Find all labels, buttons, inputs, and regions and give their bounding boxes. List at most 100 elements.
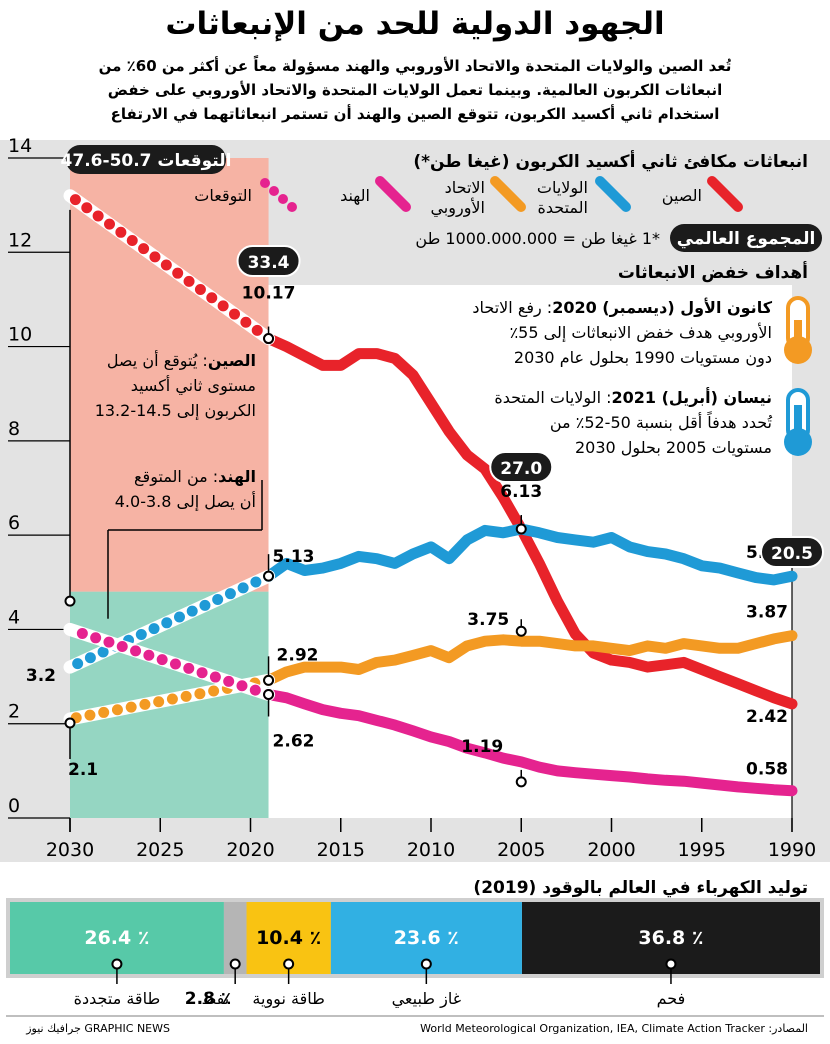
- legend-label-china: الصين: [662, 186, 702, 206]
- x-tick-label: 2015: [317, 839, 365, 861]
- electricity-labels: فحم غاز طبيعي طاقة نووية نفط طاقة متجددة ٪ 2.…: [74, 958, 686, 1009]
- legend-footnote: *1 غيغا طن = 1000.000.000 طن: [415, 229, 660, 249]
- target-usa-line1: نيسان (أبريل) 2021: الولايات المتحدة: [494, 387, 772, 408]
- global-total-badge: [236, 245, 301, 277]
- x-tick-label: 1990: [768, 839, 816, 861]
- callouts: [64, 209, 527, 788]
- legend-swatch-india: [375, 176, 411, 212]
- source-text: المصادر: World Meteorological Organizati…: [420, 1022, 808, 1035]
- value-label: 10.17: [242, 284, 296, 304]
- legend-label-usa: المتحدة: [537, 198, 588, 217]
- legend-label-eu: الأوروبي: [430, 197, 485, 218]
- legend-heading: انبعاثات مكافئ ثاني أكسيد الكربون (غيغا …: [413, 150, 808, 172]
- electricity-segment-name: طاقة نووية: [252, 989, 324, 1009]
- target-eu-lead: كانون الأول (ديسمبر) 2020: [552, 298, 773, 317]
- legend-swatch-usa: [595, 176, 631, 212]
- global-total-pill-text: المجموع العالمي: [677, 229, 816, 249]
- global-total-badge: [489, 451, 554, 483]
- electricity-segment: [223, 902, 247, 974]
- china-annotation-line3: الكربون إلى 14.5-13.2: [95, 401, 256, 421]
- y-tick-label: 4: [8, 606, 20, 628]
- china-annotation-rest: : يُتوقع أن يصل: [107, 350, 208, 371]
- india-annotation-line2: أن يصل إلى 3.8-4.0: [115, 491, 256, 511]
- subtitle: تُعد الصين والولايات المتحدة والاتحاد ال…: [20, 54, 810, 126]
- electricity-pin-dot: [229, 958, 241, 970]
- subtitle-line: انبعاثات الكربون العالمية. وبينما تعمل ا…: [107, 81, 723, 99]
- global-total-badge: [760, 536, 824, 568]
- forecast-pill: التوقعات 50.7-47.6: [61, 145, 232, 174]
- value-label: 2.92: [277, 645, 319, 665]
- x-tick-label: 2025: [136, 839, 184, 861]
- legend-label-forecast: التوقعات: [194, 186, 252, 206]
- series-line-6: [64, 674, 275, 725]
- china-annotation: الصين: يُتوقع أن يصل مستوى ثاني أكسيد ال…: [95, 350, 256, 421]
- target-eu-line3: دون مستويات 1990 بحلول عام 2030: [514, 348, 772, 368]
- target-usa-line3: مستويات 2005 بحلول 2030: [575, 438, 772, 458]
- electricity-section: توليد الكهرباء في العالم بالوقود (2019) …: [6, 878, 824, 1009]
- electricity-segment-name: فحم: [657, 989, 686, 1008]
- value-label: 2.1: [68, 760, 98, 780]
- series-line-1: [263, 523, 798, 586]
- y-tick-label: 10: [8, 324, 32, 346]
- y-axis: 0 2 4 6 8 10 12 14: [8, 135, 32, 817]
- x-tick-label: 2000: [587, 839, 635, 861]
- series-line-5: [64, 570, 275, 673]
- legend-swatch-eu: [490, 176, 526, 212]
- india-annotation: الهند: من المتوقع أن يصل إلى 3.8-4.0: [115, 467, 256, 511]
- value-label: 0.58: [746, 760, 788, 780]
- forecast-pill-text: التوقعات 50.7-47.6: [61, 151, 232, 171]
- target-usa-lead: نيسان (أبريل) 2021: [611, 387, 772, 407]
- electricity-pin-dot: [111, 958, 123, 970]
- y-tick-label: 14: [8, 135, 32, 157]
- y-tick-label: 12: [8, 229, 32, 251]
- legend-label-india: الهند: [340, 186, 370, 206]
- india-annotation-line1: الهند: من المتوقع: [134, 467, 256, 487]
- callout-dot: [263, 688, 275, 700]
- value-label: 3.87: [746, 603, 788, 623]
- value-label: 2.42: [746, 707, 788, 727]
- callout-dot: [263, 674, 275, 686]
- value-label: 3.75: [467, 610, 509, 630]
- x-tick-label: 2005: [497, 839, 545, 861]
- value-label: 1.19: [461, 737, 503, 757]
- target-usa-line2: تُحدد هدفاً أقل بنسبة 50-52٪ من: [550, 410, 773, 433]
- credit-text: GRAPHIC NEWS جرافيك نيوز: [25, 1022, 170, 1035]
- electricity-segment-name: نفط: [201, 989, 229, 1008]
- callout-dot: [263, 333, 275, 345]
- callout-dot: [64, 717, 76, 729]
- x-tick-label: 2010: [407, 839, 455, 861]
- x-axis: 2030 2025 2020 2015 2010 2005 2000 1995 1990: [46, 839, 816, 861]
- series-line-0: [263, 333, 798, 710]
- electricity-pin-dot: [665, 958, 677, 970]
- legend-swatch-forecast: [260, 178, 297, 212]
- electricity-pin-dot: [420, 958, 432, 970]
- legend-swatch-china: [707, 176, 743, 212]
- y-tick-label: 0: [8, 795, 20, 817]
- china-annotation-line1: الصين: يُتوقع أن يصل: [107, 350, 256, 371]
- china-bracket-dot: [64, 595, 76, 607]
- series-line-7-halo: [63, 622, 276, 701]
- india-annotation-rest: : من المتوقع: [134, 467, 218, 487]
- global-total-pill: [670, 224, 822, 252]
- china-annotation-lead: الصين: [208, 351, 256, 370]
- electricity-segment-value: ٪ 26.4: [84, 927, 149, 949]
- target-eu-rest: : رفع الاتحاد: [472, 298, 552, 318]
- legend-label-eu: الاتحاد: [445, 178, 485, 197]
- electricity-title: توليد الكهرباء في العالم بالوقود (2019): [473, 878, 808, 898]
- thermometer-orange-icon: [784, 296, 812, 364]
- electricity-pin-dot: [283, 958, 295, 970]
- legend: انبعاثات مكافئ ثاني أكسيد الكربون (غيغا …: [194, 150, 822, 252]
- electricity-segment-value: ٪ 36.8: [638, 927, 703, 949]
- x-tick-label: 1995: [678, 839, 726, 861]
- india-annotation-lead: الهند: [218, 467, 256, 486]
- targets-heading: أهداف خفض الانبعاثات: [618, 261, 808, 283]
- target-eu-line2: الأوروبي هدف خفض الانبعاثات إلى 55٪: [510, 322, 772, 343]
- x-tick-label: 2030: [46, 839, 94, 861]
- y-tick-label: 6: [8, 512, 20, 534]
- series-line-4: [64, 190, 275, 345]
- y-tick-label: 2: [8, 701, 20, 723]
- value-label: 5.13: [273, 547, 315, 567]
- subtitle-line: استخدام ثاني أكسيد الكربون، تتوقع الصين …: [110, 105, 720, 123]
- page-title: الجهود الدولية للحد من الإنبعاثات: [165, 6, 665, 42]
- target-eu-line1: كانون الأول (ديسمبر) 2020: رفع الاتحاد: [472, 298, 772, 318]
